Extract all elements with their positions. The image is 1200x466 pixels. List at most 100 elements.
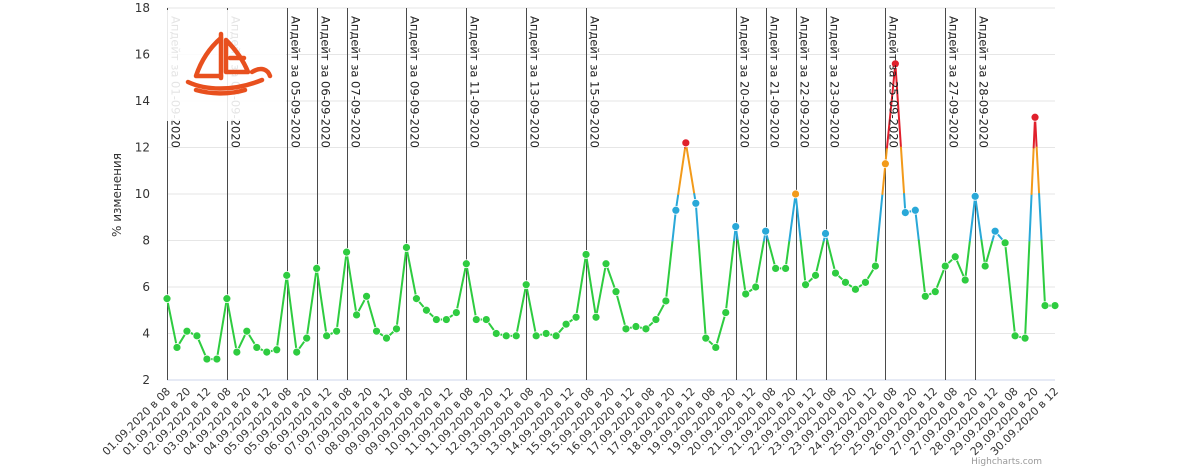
data-point[interactable] [222,294,232,304]
data-point[interactable] [811,270,820,280]
series-segment [714,311,727,349]
data-point[interactable] [861,277,870,287]
data-point[interactable] [731,222,741,231]
series-segment [677,146,687,195]
data-point[interactable] [841,277,850,287]
data-point[interactable] [322,331,332,341]
data-point[interactable] [561,319,571,329]
data-point[interactable] [362,291,371,301]
data-point[interactable] [491,329,501,338]
series-segment [724,239,736,314]
data-point[interactable] [781,263,791,273]
data-point[interactable] [691,198,701,208]
data-point[interactable] [412,294,421,304]
data-point[interactable] [342,247,351,257]
y-axis-label: % изменения [110,153,124,237]
data-point[interactable] [900,208,910,218]
data-point[interactable] [252,343,262,352]
data-point[interactable] [880,159,890,169]
update-label: Апдейт за 20-09-2020 [738,16,752,148]
series-segment [575,253,588,319]
data-point[interactable] [302,333,312,343]
data-point[interactable] [960,275,970,285]
data-point[interactable] [352,310,361,320]
data-point[interactable] [282,270,292,280]
data-point[interactable] [970,191,980,201]
data-point[interactable] [1040,301,1050,311]
data-point[interactable] [801,280,810,290]
data-point[interactable] [920,291,930,301]
data-point[interactable] [202,354,212,364]
data-point[interactable] [192,331,202,341]
data-point[interactable] [681,138,691,148]
data-point[interactable] [451,308,461,317]
data-point[interactable] [910,205,920,215]
data-point[interactable] [242,326,252,336]
data-point[interactable] [382,333,391,343]
data-point[interactable] [372,326,381,336]
data-point[interactable] [930,287,940,297]
data-point[interactable] [591,312,601,322]
data-point[interactable] [481,315,491,324]
data-point[interactable] [761,226,771,236]
data-point[interactable] [172,343,182,352]
data-point[interactable] [521,280,531,290]
data-point[interactable] [671,205,681,215]
data-point[interactable] [741,289,751,299]
data-point[interactable] [641,324,651,334]
data-point[interactable] [1030,112,1040,122]
data-point[interactable] [461,259,471,269]
data-point[interactable] [531,331,541,341]
data-point[interactable] [940,261,950,271]
data-point[interactable] [551,331,561,341]
data-point[interactable] [501,331,511,341]
series-segment [345,251,358,316]
data-point[interactable] [511,331,521,341]
data-point[interactable] [611,287,621,297]
series-segment [671,209,677,242]
data-point[interactable] [312,263,322,273]
data-point[interactable] [651,315,661,324]
data-point[interactable] [771,263,781,273]
data-point[interactable] [182,326,192,336]
data-point[interactable] [821,229,830,238]
data-point[interactable] [791,189,800,199]
data-point[interactable] [581,250,591,259]
data-point[interactable] [162,294,172,304]
data-point[interactable] [402,243,411,252]
data-point[interactable] [851,284,860,294]
data-point[interactable] [701,333,711,343]
data-point[interactable] [980,261,990,271]
data-point[interactable] [711,343,721,352]
data-point[interactable] [272,345,282,355]
data-point[interactable] [990,226,1000,236]
data-point[interactable] [212,354,222,364]
data-point[interactable] [262,347,272,357]
data-point[interactable] [571,312,581,322]
series-segment [767,239,777,270]
data-point[interactable] [422,305,431,315]
data-point[interactable] [1020,333,1030,343]
data-point[interactable] [541,329,551,338]
data-point[interactable] [751,282,761,292]
data-point[interactable] [1010,331,1020,341]
data-point[interactable] [950,252,960,262]
data-point[interactable] [890,59,900,69]
data-point[interactable] [431,315,441,324]
data-point[interactable] [631,322,641,331]
data-point[interactable] [1000,238,1010,248]
data-point[interactable] [871,261,880,271]
data-point[interactable] [661,296,671,306]
data-point[interactable] [1050,301,1060,311]
data-point[interactable] [601,259,611,269]
data-point[interactable] [621,324,631,334]
data-point[interactable] [831,268,840,278]
data-point[interactable] [441,315,451,324]
data-point[interactable] [721,308,731,317]
data-point[interactable] [471,315,481,324]
data-point[interactable] [332,326,342,336]
data-point[interactable] [292,347,302,357]
data-point[interactable] [392,324,401,334]
data-point[interactable] [232,347,242,357]
